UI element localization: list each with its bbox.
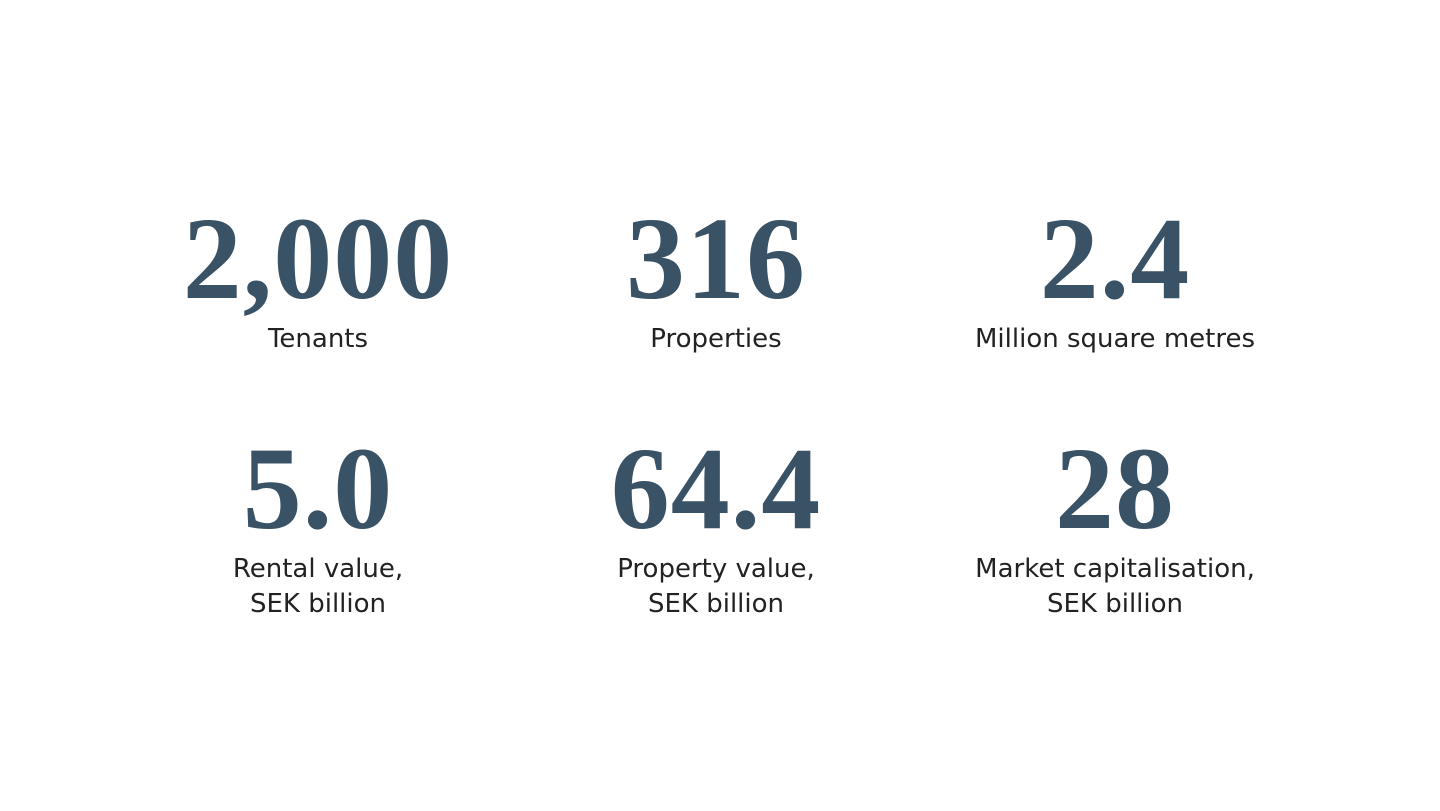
stat-value: 2,000 — [182, 193, 454, 324]
stat-label-line: Million square metres — [975, 324, 1255, 354]
stat-value: 64.4 — [610, 423, 822, 554]
stat-item: 2,000 Tenants — [118, 200, 518, 357]
stat-item: 2.4 Million square metres — [915, 200, 1315, 357]
stat-item: 28 Market capitalisation, SEK billion — [915, 430, 1315, 622]
stat-item: 316 Properties — [516, 200, 916, 357]
stat-item: 5.0 Rental value, SEK billion — [118, 430, 518, 622]
stat-item: 64.4 Property value, SEK billion — [516, 430, 916, 622]
stat-label: Property value, SEK billion — [516, 552, 916, 622]
stat-label: Million square metres — [915, 322, 1315, 357]
stat-value: 28 — [1055, 423, 1175, 554]
stat-label-line: Tenants — [267, 324, 369, 354]
stat-value: 5.0 — [242, 423, 394, 554]
stat-value: 316 — [626, 193, 806, 324]
stat-label: Rental value, SEK billion — [118, 552, 518, 622]
stat-label-line: Market capitalisation, — [975, 554, 1255, 584]
stat-label-line: Property value, — [617, 554, 815, 584]
stat-label-line: SEK billion — [647, 589, 785, 619]
stat-label-line: Rental value, — [232, 554, 404, 584]
stat-value: 2.4 — [1039, 193, 1191, 324]
stat-label: Tenants — [118, 322, 518, 357]
stat-label: Properties — [516, 322, 916, 357]
stat-label-line: SEK billion — [249, 589, 387, 619]
stat-label-line: SEK billion — [1046, 589, 1184, 619]
stat-label: Market capitalisation, SEK billion — [915, 552, 1315, 622]
stat-label-line: Properties — [650, 324, 782, 354]
